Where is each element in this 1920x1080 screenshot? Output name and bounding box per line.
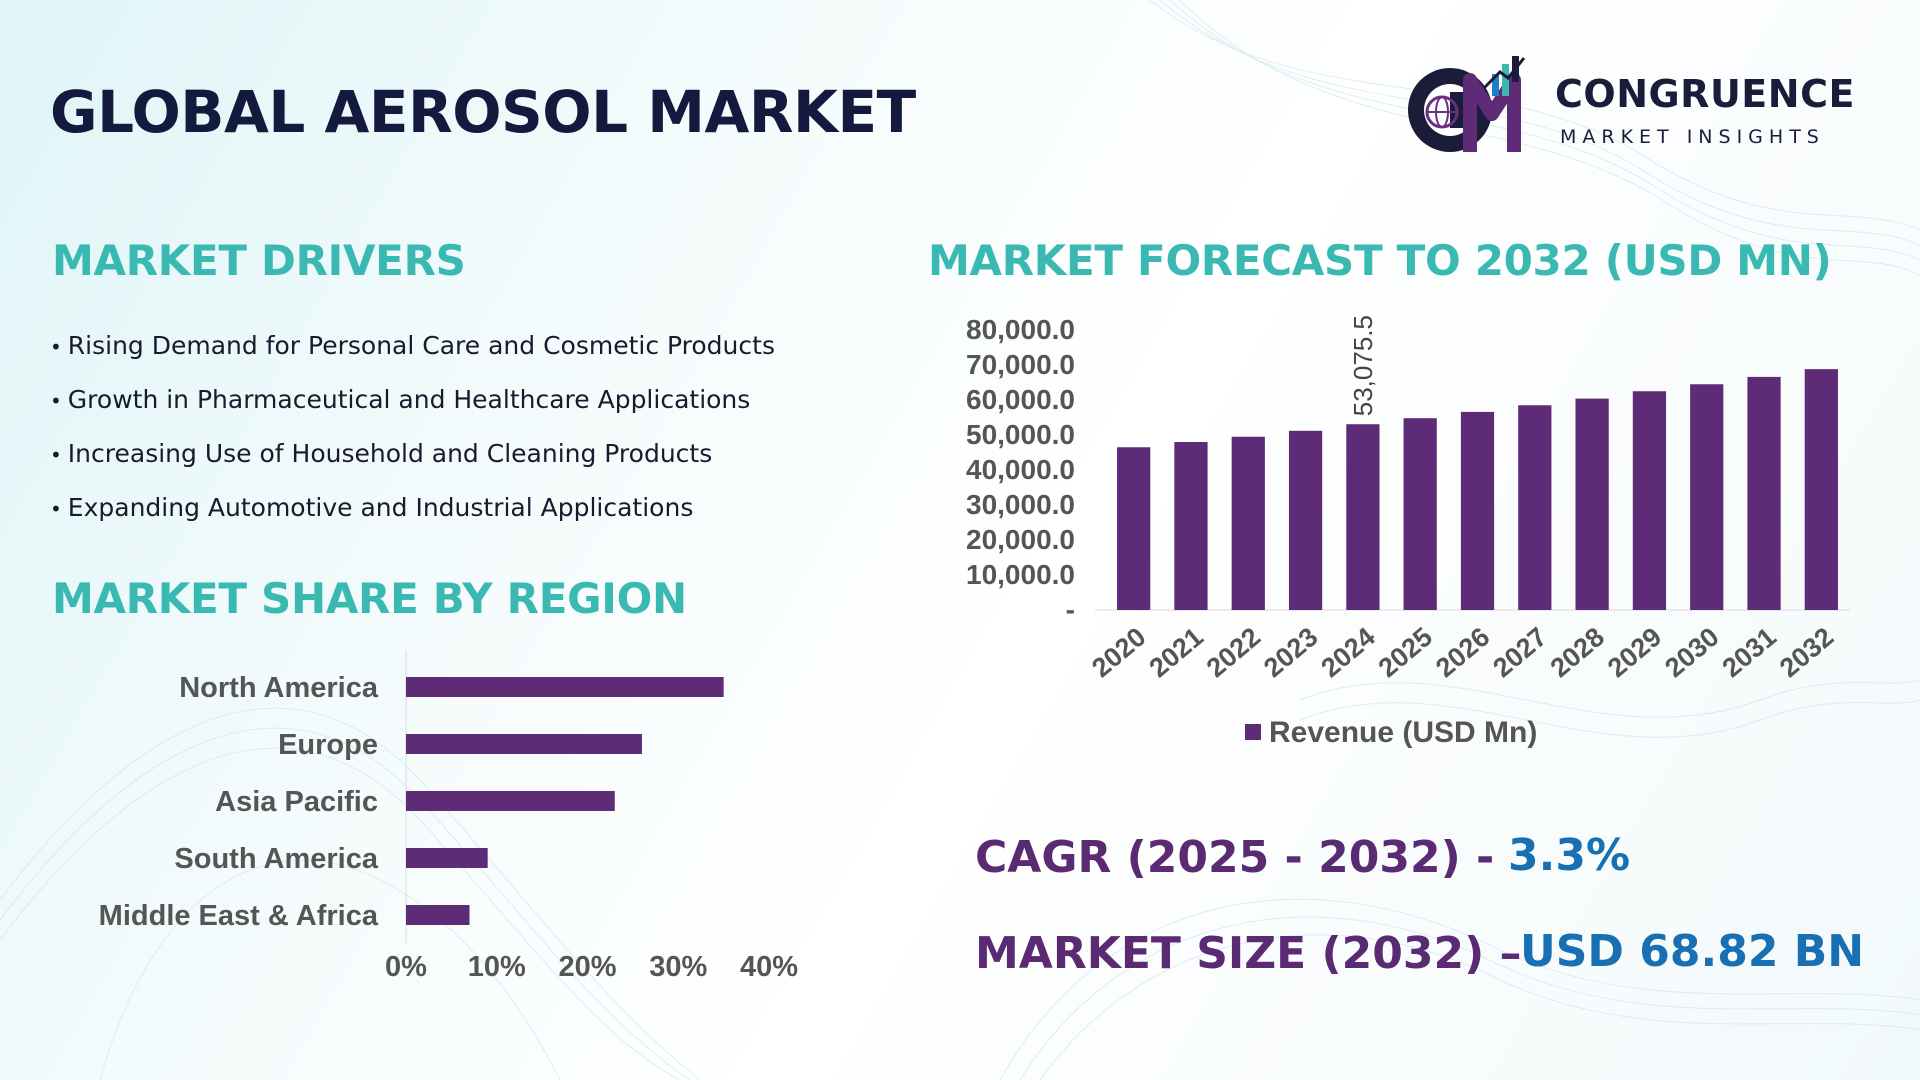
- y-tick-label: 40,000.0: [966, 454, 1075, 485]
- company-logo: CONGRUENCE MARKET INSIGHTS: [1400, 52, 1870, 162]
- bar-2020: [1117, 447, 1151, 610]
- bullet-icon: •: [50, 389, 62, 413]
- driver-text: Growth in Pharmaceutical and Healthcare …: [67, 385, 751, 414]
- driver-item: • Increasing Use of Household and Cleanin…: [50, 434, 870, 488]
- y-tick-label: 10,000.0: [966, 559, 1075, 590]
- chart-legend: Revenue (USD Mn): [1245, 716, 1537, 750]
- bar-2025: [1403, 418, 1437, 610]
- logo-name: CONGRUENCE: [1555, 72, 1855, 116]
- region-label: Europe: [278, 729, 378, 761]
- x-tick-label: 2026: [1430, 622, 1495, 684]
- x-tick-label: 20%: [558, 951, 616, 983]
- bullet-icon: •: [50, 443, 62, 467]
- logo-tagline: MARKET INSIGHTS: [1560, 126, 1825, 148]
- y-tick-label: 70,000.0: [966, 349, 1075, 380]
- region-label: Middle East & Africa: [99, 900, 379, 932]
- bar-2027: [1518, 405, 1552, 610]
- forecast-chart: - 10,000.0 20,000.0 30,000.0 40,000.0 50,000.…: [966, 314, 1850, 684]
- driver-item: • Expanding Automotive and Industrial App…: [50, 488, 870, 542]
- y-tick-label: 20,000.0: [966, 524, 1075, 555]
- x-tick-label: 2023: [1258, 622, 1323, 684]
- x-tick-label: 2020: [1086, 622, 1151, 684]
- region-label: Asia Pacific: [215, 786, 378, 818]
- region-label: North America: [179, 672, 379, 704]
- forecast-title: MARKET FORECAST TO 2032 (USD MN): [928, 236, 1832, 285]
- logo-mark-icon: [1408, 56, 1526, 152]
- x-tick-label: 0%: [385, 951, 427, 983]
- x-tick-label: 2032: [1774, 622, 1839, 684]
- bar-region: [406, 905, 470, 925]
- bar-2023: [1288, 430, 1323, 610]
- driver-text: Expanding Automotive and Industrial Appl…: [67, 493, 694, 522]
- bar-2030: [1690, 384, 1724, 610]
- bar-2026: [1460, 411, 1495, 610]
- drivers-title: MARKET DRIVERS: [52, 236, 466, 285]
- y-tick-label: 30,000.0: [966, 489, 1075, 520]
- x-tick-label: 30%: [649, 951, 707, 983]
- driver-text: Increasing Use of Household and Cleaning…: [67, 439, 713, 468]
- bar-region: [406, 677, 724, 697]
- x-tick-label: 2021: [1144, 622, 1209, 684]
- y-tick-label: 50,000.0: [966, 419, 1075, 450]
- drivers-list: • Rising Demand for Personal Care and Cos…: [50, 326, 870, 542]
- market-size-value: USD 68.82 BN: [1520, 926, 1865, 977]
- bar-2031: [1747, 376, 1781, 610]
- x-tick-label: 2024: [1315, 622, 1380, 684]
- cagr-label: CAGR (2025 - 2032) -: [975, 832, 1495, 883]
- bar-region: [406, 791, 615, 811]
- cagr-value: 3.3%: [1508, 830, 1631, 881]
- x-tick-label: 2025: [1373, 622, 1438, 684]
- bar-region: [406, 848, 488, 868]
- x-tick-label: 2030: [1659, 622, 1724, 684]
- page-title: GLOBAL AEROSOL MARKET: [50, 78, 916, 146]
- region-share-title: MARKET SHARE BY REGION: [52, 574, 687, 623]
- x-tick-label: 10%: [468, 951, 526, 983]
- legend-label: Revenue (USD Mn): [1269, 716, 1538, 749]
- bar-2022: [1231, 436, 1265, 610]
- y-tick-label: -: [1066, 594, 1075, 625]
- market-size-label: MARKET SIZE (2032) –: [975, 928, 1522, 979]
- driver-item: • Growth in Pharmaceutical and Healthcare…: [50, 380, 870, 434]
- x-tick-label: 2028: [1545, 622, 1610, 684]
- x-tick-label: 2029: [1602, 622, 1667, 684]
- bar-2032: [1804, 369, 1838, 610]
- x-tick-label: 2027: [1487, 622, 1552, 684]
- bar-2024: [1346, 424, 1380, 610]
- bullet-icon: •: [50, 497, 62, 521]
- bar-2021: [1174, 442, 1208, 610]
- region-label: South America: [174, 843, 378, 875]
- y-tick-label: 60,000.0: [966, 384, 1075, 415]
- bar-2028: [1575, 398, 1609, 610]
- x-tick-label: 40%: [740, 951, 798, 983]
- data-label-2024: 53,075.5: [1348, 315, 1378, 416]
- driver-item: • Rising Demand for Personal Care and Cos…: [50, 326, 870, 380]
- legend-swatch: [1245, 724, 1261, 740]
- x-tick-label: 2022: [1201, 622, 1266, 684]
- bar-region: [406, 734, 642, 754]
- bar-2029: [1632, 391, 1667, 610]
- region-share-chart: North America Europe Asia Pacific South Ame…: [99, 650, 798, 983]
- bullet-icon: •: [50, 335, 62, 359]
- driver-text: Rising Demand for Personal Care and Cosm…: [67, 331, 775, 360]
- x-tick-label: 2031: [1717, 622, 1782, 684]
- y-tick-label: 80,000.0: [966, 314, 1075, 345]
